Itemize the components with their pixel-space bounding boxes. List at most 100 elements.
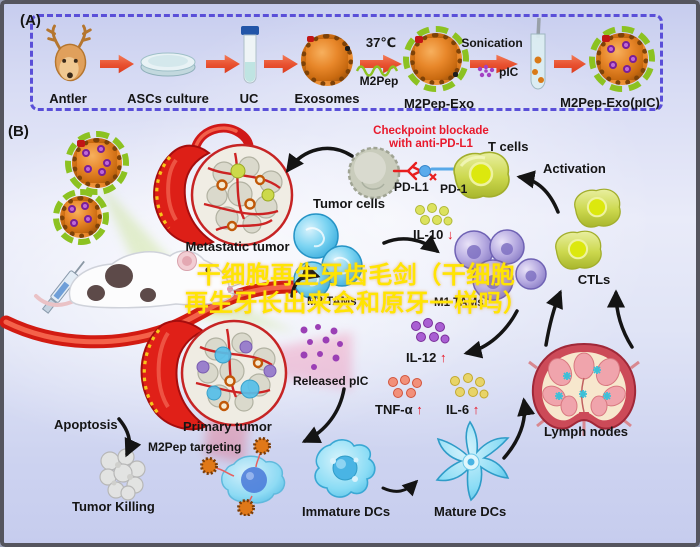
stage-label-m2pep-exo: M2Pep-Exo	[403, 96, 475, 111]
sonication-label: Sonication	[461, 36, 523, 50]
antler-deer-icon	[46, 24, 92, 82]
pd-l1-pd-1-blockade-icon	[392, 161, 458, 181]
stage-label-uc: UC	[239, 91, 259, 106]
il6-text: IL-6	[446, 402, 470, 417]
pic-cargo-dot	[81, 202, 89, 210]
metastatic-tumor-illustration	[153, 123, 294, 247]
il12-cytokine-dots	[411, 318, 450, 344]
sonication-tube-icon	[530, 18, 546, 90]
t-cell-illustration	[453, 151, 510, 199]
arrow-activation	[516, 170, 560, 214]
panel-a-label: (A)	[20, 12, 41, 29]
panel-b-label: (B)	[8, 123, 29, 140]
il12-text: IL-12	[406, 350, 437, 365]
tumor-killing-label: Tumor Killing	[72, 499, 155, 514]
t-cells-label: T cells	[488, 139, 529, 154]
pic-cargo-dot	[622, 41, 630, 49]
pic-cargo-dot	[103, 159, 111, 167]
stage-label-exosomes: Exosomes	[294, 91, 360, 106]
pic-cargo-dot	[609, 61, 617, 69]
blocked-x-icon	[429, 173, 437, 181]
watermark-line2: 再生牙长出来会和原牙一样吗）	[184, 290, 528, 317]
injected-exosome-icon	[65, 131, 129, 195]
pic-cargo-dot	[84, 165, 92, 173]
pic-molecule-icon	[477, 64, 495, 78]
m2pep-peptide-icon	[355, 65, 399, 77]
injected-exosome-icon	[53, 189, 109, 245]
exosome-speck	[453, 72, 458, 77]
apoptosis-label: Apoptosis	[54, 417, 118, 432]
pic-cargo-dot	[607, 45, 615, 53]
peptide-label: M2Pep	[359, 74, 399, 88]
primary-tumor-label: Primary tumor	[183, 419, 272, 434]
pic-label: pIC	[499, 65, 519, 79]
metastatic-tumor-label: Metastatic tumor	[185, 239, 290, 254]
pic-cargo-dot	[98, 168, 106, 176]
exosome-speck	[415, 36, 423, 43]
up-arrow-icon: ↑	[472, 402, 480, 417]
temperature-label: 37℃	[365, 35, 397, 50]
exosome-speck	[345, 46, 350, 51]
m1-tam-cells-illustration	[454, 229, 547, 301]
up-arrow-icon: ↑	[439, 350, 447, 365]
exosome-speck	[307, 36, 314, 42]
ctl-cell-illustration	[574, 188, 621, 228]
watermark-line1: 干细胞再生牙齿毛剑（干细胞	[196, 262, 516, 289]
dendritic-cell-marks	[555, 366, 611, 400]
mature-dcs-label: Mature DCs	[434, 504, 507, 519]
ctls-label: CTLs	[577, 272, 611, 287]
ctl-cell-illustration	[555, 230, 602, 270]
exosome-speck	[77, 140, 85, 147]
exosome-core	[301, 34, 353, 86]
il12-label: IL-12 ↑	[406, 350, 447, 365]
immature-dc-illustration	[314, 439, 376, 498]
panel-a-dashed-border	[30, 14, 663, 111]
checkpoint-line1: Checkpoint blockade	[373, 125, 489, 137]
watermark: 干细胞再生牙齿毛剑（干细胞 再生牙长出来会和原牙一样吗）	[185, 262, 528, 318]
pd-1-label: PD-1	[440, 182, 468, 196]
pic-cargo-dot	[82, 149, 90, 157]
up-arrow-icon: ↑	[416, 402, 423, 417]
m2-tams-label: M2 TAMs	[307, 296, 357, 308]
stage-label-ascs-culture: ASCs culture	[127, 91, 209, 106]
released-pic-label: Released pIC	[293, 374, 369, 388]
il10-label: IL-10 ↓	[413, 227, 454, 242]
down-arrow-icon: ↓	[446, 227, 454, 242]
checkpoint-line2: with anti-PD-L1	[389, 137, 473, 150]
pic-cargo-dot	[629, 55, 637, 63]
ultracentrifuge-tube-icon	[241, 26, 259, 84]
pd-l1-label: PD-L1	[394, 180, 429, 194]
tumor-cell-illustration	[347, 146, 401, 200]
m2pep-targeting-label: M2Pep targeting	[148, 440, 242, 454]
il10-text: IL-10	[413, 227, 444, 242]
immature-dcs-label: Immature DCs	[302, 504, 391, 519]
tumor-cells-label: Tumor cells	[313, 196, 386, 211]
lymph-node-illustration	[528, 342, 640, 436]
arrow-immature-to-mature	[381, 479, 419, 497]
pic-cargo-dot	[68, 205, 76, 213]
stage-label-m2pep-exo-pic: M2Pep-Exo(pIC)	[560, 95, 660, 110]
pic-cargo-dot	[97, 145, 105, 153]
il10-cytokine-dots	[415, 203, 453, 226]
m2pep-targeting-illustration	[200, 437, 286, 516]
m2pep-exo-icon	[403, 26, 469, 92]
m1-tams-label: M1 TAMs	[434, 297, 484, 309]
il6-label: IL-6 ↑	[446, 402, 480, 417]
stage-label-antler: Antler	[49, 91, 87, 106]
exosome-core	[60, 196, 102, 238]
exosome-icon	[301, 34, 353, 86]
exosome-speck	[602, 35, 610, 42]
pic-cargo-dot	[70, 219, 78, 227]
tnfa-label: TNF-α ↑	[375, 402, 423, 417]
tnfa-text: TNF-α	[375, 402, 413, 417]
checkpoint-blockade-label: Checkpoint blockade with anti-PD-L1	[373, 125, 489, 150]
dead-tumor-cell-illustration	[99, 448, 146, 501]
arrow-lymph-to-ctls	[606, 289, 634, 349]
tnfa-cytokine-dots	[388, 375, 422, 398]
activation-label: Activation	[543, 161, 606, 176]
m2pep-exo-pic-icon	[589, 26, 655, 92]
lymph-nodes-label: Lymph nodes	[544, 424, 629, 439]
pic-cargo-dot	[84, 215, 92, 223]
pic-cargo-dot	[623, 65, 631, 73]
